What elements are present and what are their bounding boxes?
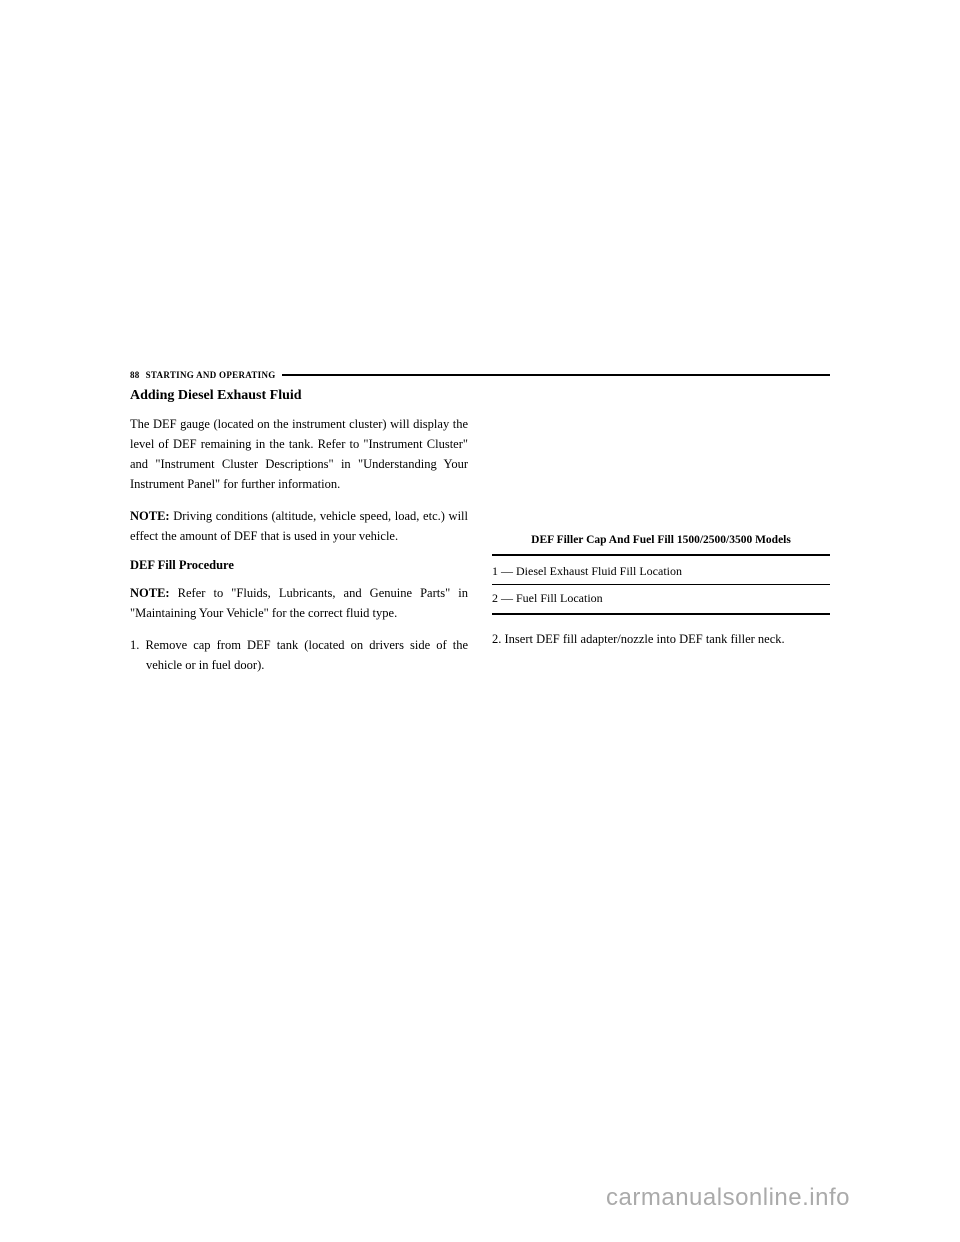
figure-caption: DEF Filler Cap And Fuel Fill 1500/2500/3… [492,534,830,546]
manual-page: 88 STARTING AND OPERATING Adding Diesel … [130,370,830,685]
note-text: Driving conditions (altitude, vehicle sp… [130,509,468,543]
page-number: 88 [130,370,140,380]
note-text: Refer to "Fluids, Lubricants, and Genuin… [130,586,468,620]
note-2: NOTE: Refer to "Fluids, Lubricants, and … [130,583,468,623]
watermark: carmanualsonline.info [606,1184,850,1212]
header-section-title: STARTING AND OPERATING [146,370,276,380]
content-columns: Adding Diesel Exhaust Fluid The DEF gaug… [130,388,830,685]
legend-item-2: 2 — Fuel Fill Location [492,587,830,609]
note-label: NOTE: [130,509,170,523]
procedure-step-1: 1. Remove cap from DEF tank (located on … [130,635,468,675]
figure-image [492,388,830,528]
figure-legend: 1 — Diesel Exhaust Fluid Fill Location 2… [492,554,830,615]
section-heading: Adding Diesel Exhaust Fluid [130,388,468,404]
header-rule [282,374,830,376]
intro-paragraph: The DEF gauge (located on the instrument… [130,414,468,494]
legend-divider [492,584,830,585]
legend-item-1: 1 — Diesel Exhaust Fluid Fill Location [492,560,830,582]
procedure-heading: DEF Fill Procedure [130,558,468,573]
procedure-step-2: 2. Insert DEF fill adapter/nozzle into D… [492,629,830,649]
page-header: 88 STARTING AND OPERATING [130,370,830,380]
right-column: DEF Filler Cap And Fuel Fill 1500/2500/3… [492,388,830,685]
note-label: NOTE: [130,586,170,600]
note-1: NOTE: Driving conditions (altitude, vehi… [130,506,468,546]
left-column: Adding Diesel Exhaust Fluid The DEF gaug… [130,388,468,685]
